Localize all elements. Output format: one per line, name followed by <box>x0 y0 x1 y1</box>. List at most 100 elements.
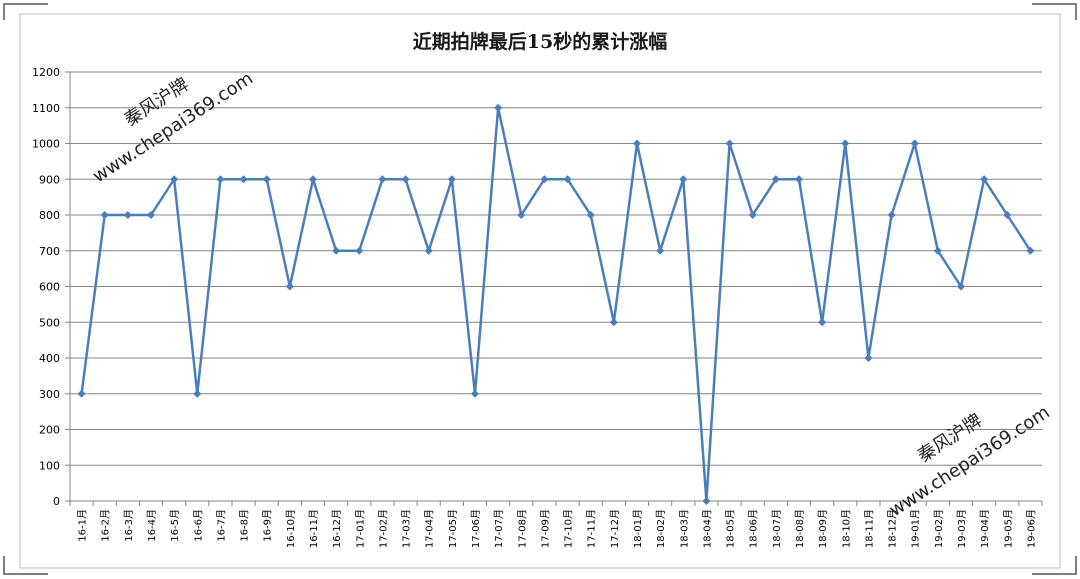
data-point <box>401 175 410 184</box>
data-point <box>216 175 225 184</box>
x-tick-label: 16-1月 <box>77 509 89 542</box>
watermark-top-left: 秦风沪牌 www.chepai369.com <box>89 68 257 187</box>
data-point <box>679 175 688 184</box>
data-point <box>771 175 780 184</box>
y-axis-tick-labels: 0 100 200 300 400 500 600 700 800 900 1000 1100 1200 <box>32 66 60 508</box>
data-point <box>818 318 827 327</box>
data-point <box>285 282 294 291</box>
x-tick-label: 18-04月 <box>701 509 713 548</box>
x-tick-label: 16-6月 <box>192 509 204 542</box>
watermark-bottom-right: 秦风沪牌 www.chepai369.com <box>886 402 1054 521</box>
x-tick-label: 16-9月 <box>262 509 274 542</box>
x-tick-label: 18-03月 <box>678 509 690 548</box>
data-point <box>100 211 109 219</box>
x-tick-label: 18-06月 <box>748 509 760 548</box>
data-point <box>262 175 271 184</box>
y-tick-label: 700 <box>39 245 60 258</box>
x-tick-label: 17-07月 <box>493 509 505 548</box>
grid-lines <box>65 71 1042 502</box>
x-tick-label: 17-09月 <box>539 509 551 548</box>
y-tick-label: 900 <box>39 173 60 186</box>
y-tick-label: 500 <box>39 316 60 329</box>
x-tick-label: 17-06月 <box>470 509 482 548</box>
data-point <box>355 246 364 255</box>
x-tick-label: 19-05月 <box>1002 509 1014 548</box>
series-line <box>80 106 1032 503</box>
data-point <box>1003 211 1012 219</box>
data-point <box>424 246 433 255</box>
data-point <box>887 211 896 219</box>
data-point <box>123 211 132 219</box>
x-tick-label: 18-12月 <box>887 509 899 548</box>
data-point <box>540 175 549 184</box>
x-tick-label: 17-12月 <box>609 509 621 548</box>
data-point <box>193 389 202 398</box>
x-tick-label: 17-05月 <box>447 509 459 548</box>
data-point <box>77 389 86 398</box>
x-tick-label: 18-05月 <box>725 509 737 548</box>
x-tick-label: 18-07月 <box>771 509 783 548</box>
data-point <box>864 354 873 362</box>
x-tick-label: 19-04月 <box>979 509 991 548</box>
x-tick-label: 16-10月 <box>285 509 297 548</box>
data-point <box>633 139 641 148</box>
y-tick-label: 400 <box>39 352 60 365</box>
data-point <box>656 246 665 255</box>
data-point <box>586 211 595 219</box>
x-tick-label: 16-7月 <box>215 509 227 542</box>
y-tick-label: 200 <box>39 424 60 437</box>
x-tick-label: 18-02月 <box>655 509 667 548</box>
data-point <box>910 139 919 148</box>
x-tick-label: 18-11月 <box>863 509 875 548</box>
x-tick-label: 18-09月 <box>817 509 829 548</box>
x-tick-label: 17-08月 <box>516 509 528 548</box>
x-tick-label: 17-11月 <box>586 509 598 548</box>
data-point <box>378 175 387 184</box>
x-tick-label: 19-02月 <box>933 509 945 548</box>
data-point <box>980 175 989 184</box>
y-tick-label: 1200 <box>32 66 60 79</box>
x-tick-label: 16-5月 <box>169 509 181 542</box>
data-point <box>170 175 179 184</box>
data-point <box>933 246 942 255</box>
x-tick-label: 16-12月 <box>331 509 343 548</box>
x-tick-label: 16-4月 <box>146 509 158 542</box>
y-tick-label: 100 <box>39 459 60 472</box>
frame-border <box>3 3 1077 575</box>
data-series <box>77 103 1035 505</box>
data-point <box>702 497 711 505</box>
y-tick-label: 1100 <box>32 102 60 115</box>
y-tick-label: 300 <box>39 388 60 401</box>
data-point <box>309 175 317 184</box>
x-tick-label: 19-03月 <box>956 509 968 548</box>
x-tick-label: 17-01月 <box>354 509 366 548</box>
data-point <box>957 282 965 291</box>
data-point <box>147 211 155 219</box>
data-point <box>725 139 734 148</box>
x-tick-label: 17-10月 <box>563 509 575 548</box>
x-tick-label: 19-06月 <box>1025 509 1037 548</box>
chart-title: 近期拍牌最后15秒的累计涨幅 <box>413 30 667 53</box>
data-point <box>471 389 479 398</box>
data-point <box>609 318 618 327</box>
x-tick-label: 18-01月 <box>632 509 644 548</box>
x-tick-label: 16-8月 <box>239 509 251 542</box>
x-tick-label: 16-2月 <box>100 509 112 542</box>
x-tick-label: 18-08月 <box>794 509 806 548</box>
x-axis <box>69 72 1043 506</box>
data-point <box>239 175 248 184</box>
y-tick-label: 0 <box>53 495 60 508</box>
x-tick-label: 16-11月 <box>308 509 320 548</box>
y-tick-label: 800 <box>39 209 60 222</box>
x-tick-label: 18-10月 <box>840 509 852 548</box>
x-tick-label: 17-03月 <box>401 509 413 548</box>
data-point <box>841 139 850 148</box>
data-point <box>494 103 503 112</box>
y-tick-label: 600 <box>39 281 60 294</box>
data-point <box>563 175 572 184</box>
data-point <box>1026 246 1035 255</box>
y-tick-label: 1000 <box>32 138 60 151</box>
data-point <box>748 211 757 219</box>
data-point <box>447 175 456 184</box>
